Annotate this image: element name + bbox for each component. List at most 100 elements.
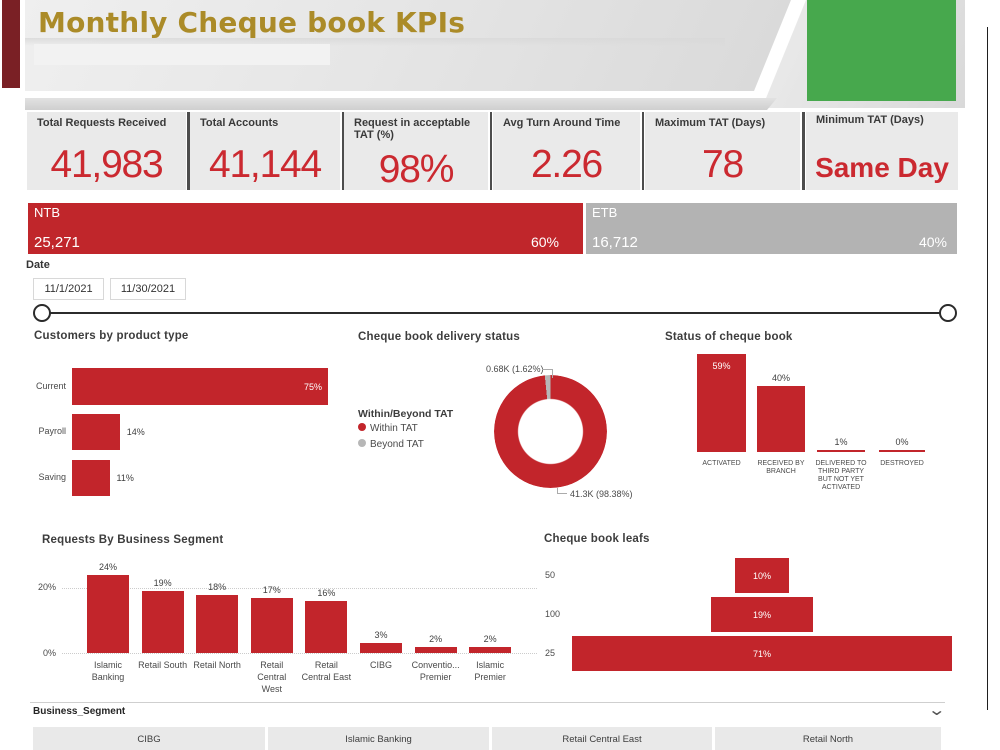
segment-column-6: [360, 643, 402, 653]
ntb-bar: NTB 25,271 60%: [28, 203, 583, 254]
kpi-card-separator: [489, 112, 492, 190]
kpi-card-separator: [641, 112, 644, 190]
segment-category-label: Banking: [91, 672, 125, 682]
date-slider-track[interactable]: [42, 312, 948, 314]
column-4: [879, 449, 925, 452]
kpi-label: Minimum TAT (Days): [816, 114, 924, 126]
donut-chart: [493, 374, 607, 488]
legend-dot-icon: [358, 439, 366, 447]
kpi-value: 98%: [378, 148, 455, 191]
column-value-label: 59%: [712, 361, 731, 371]
table-header-cell[interactable]: Islamic Banking: [268, 727, 489, 750]
column-value-label: 0%: [895, 436, 909, 447]
gridline-20: [62, 588, 537, 589]
funnel-bar-100: [711, 597, 813, 632]
kpi-label: Maximum TAT (Days): [655, 117, 766, 129]
bar-value-label: 14%: [126, 427, 145, 437]
table-header-cell[interactable]: CIBG: [33, 727, 265, 750]
etb-label: ETB: [592, 205, 618, 220]
table-field-label: Business_Segment: [33, 706, 126, 717]
ntb-label: NTB: [34, 205, 60, 220]
hbar-payroll: [72, 414, 120, 450]
donut-callout-beyond-tat: 0.68K (1.62%): [486, 364, 544, 374]
hbar-current: [72, 368, 328, 405]
segment-value-label: 24%: [98, 562, 117, 572]
bar-value-label: 75%: [304, 381, 323, 392]
donut-legend-title: Within/Beyond TAT: [358, 408, 454, 420]
donut-callout-line: [557, 493, 567, 494]
segment-column-3: [196, 594, 239, 653]
funnel-value-label: 71%: [752, 649, 771, 659]
legend-label: Beyond TAT: [370, 439, 424, 450]
column-2: [757, 385, 805, 452]
kpi-label: Total Accounts: [200, 117, 279, 129]
date-start-input[interactable]: 11/1/2021: [33, 278, 104, 300]
chart-title-status-of-cheque-book: Status of cheque book: [665, 331, 793, 343]
kpi-label: Request in acceptable TAT (%): [354, 117, 471, 141]
chevron-down-icon[interactable]: ⌄: [927, 702, 947, 719]
legend-dot-icon: [358, 423, 366, 431]
table-header-cell[interactable]: Retail Central East: [492, 727, 712, 750]
legend-item-beyond-tat: Beyond TAT: [358, 439, 424, 450]
segment-category-label: Retail South: [138, 660, 188, 670]
segment-column-7: [414, 646, 457, 653]
hbar-saving: [72, 460, 110, 496]
segment-category-label: West: [261, 684, 282, 694]
funnel-value-label: 10%: [752, 571, 771, 581]
kpi-card-row: Total Requests Received 41,983 Total Accou…: [0, 112, 1000, 191]
column-value-label: 1%: [834, 436, 848, 447]
column-3: [817, 449, 865, 452]
segment-value-label: 19%: [153, 578, 172, 589]
segment-column-5: [305, 601, 348, 653]
header-banner-shadow: [25, 38, 725, 46]
column-category-label: ACTIVATED: [821, 484, 861, 491]
column-1: [697, 354, 746, 452]
kpi-value: Same Day: [815, 152, 949, 183]
header-accent-bar: [2, 0, 20, 88]
funnel-category-label: 25: [545, 648, 556, 658]
kpi-card-6: Minimum TAT (Days) Same Day: [806, 112, 958, 190]
segment-value-label: 2%: [429, 633, 443, 644]
ytick-20: 20%: [37, 582, 56, 592]
page-right-border: [987, 27, 988, 710]
segment-category-label: Retail: [260, 660, 284, 670]
header-subtitle-box: [34, 44, 330, 65]
gridline-0: [62, 653, 537, 654]
kpi-value: 2.26: [530, 143, 603, 186]
bar-value-label: 11%: [116, 473, 134, 483]
column-category-label: ACTIVATED: [702, 460, 741, 467]
date-slider-knob-right[interactable]: [939, 304, 957, 322]
table-header-cell[interactable]: Retail North: [715, 727, 941, 750]
table-top-divider: [30, 702, 945, 703]
date-end-input[interactable]: 11/30/2021: [110, 278, 186, 300]
kpi-label: Avg Turn Around Time: [503, 117, 621, 129]
segment-value-label: 16%: [317, 588, 336, 598]
kpi-card-separator: [341, 112, 344, 190]
kpi-card-1: Total Requests Received 41,983: [27, 112, 186, 190]
segment-category-label: Premier: [474, 672, 506, 682]
kpi-card-separator: [802, 112, 805, 190]
segment-value-label: 3%: [374, 630, 388, 641]
kpi-card-3: Request in acceptable TAT (%) 98%: [344, 112, 488, 191]
chart-title-requests-by-business-segment: Requests By Business Segment: [42, 534, 224, 546]
page-title: Monthly Cheque book KPIs: [38, 6, 466, 39]
chart-title-cheque-book-leafs: Cheque book leafs: [544, 533, 650, 545]
kpi-value: 78: [702, 143, 744, 186]
donut-callout-line: [552, 369, 553, 378]
segment-category-label: Islamic: [93, 660, 122, 670]
funnel-value-label: 19%: [752, 610, 771, 620]
ntb-value: 25,271: [34, 234, 80, 251]
date-slider-knob-left[interactable]: [33, 304, 51, 322]
category-label: Current: [35, 380, 66, 391]
category-label: Saving: [38, 472, 66, 482]
legend-item-within-tat: Within TAT: [358, 423, 418, 434]
column-category-label: BRANCH: [766, 468, 796, 475]
segment-category-label: Central: [257, 672, 287, 682]
etb-bar: ETB 16,712 40%: [586, 203, 957, 254]
kpi-card-5: Maximum TAT (Days) 78: [645, 112, 800, 190]
segment-category-label: Retail: [314, 660, 338, 670]
column-category-label: BUT NOT YET: [818, 476, 864, 483]
segment-category-label: Central East: [301, 672, 352, 682]
segment-category-label: Premier: [419, 672, 452, 682]
